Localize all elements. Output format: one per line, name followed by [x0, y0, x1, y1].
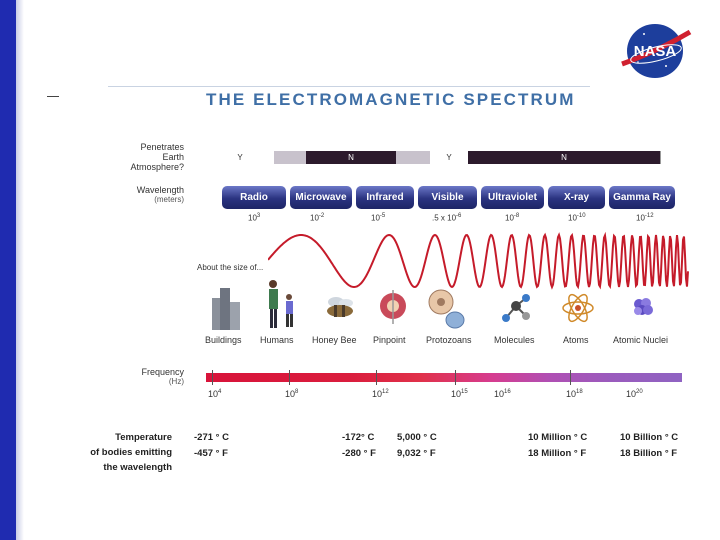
temperature-value: -172° C -280 ° F [342, 430, 376, 462]
frequency-label: Frequency (Hz) [100, 367, 184, 387]
slide-title: THE ELECTROMAGNETIC SPECTRUM [206, 90, 576, 109]
temperature-fahrenheit: 18 Million ° F [528, 448, 587, 459]
frequency-value: 108 [285, 389, 299, 399]
temperature-celsius: 10 Million ° C [528, 432, 588, 443]
wavelength-value: 103 [248, 213, 261, 223]
size-object-label: Humans [260, 335, 294, 345]
temperature-fahrenheit: -280 ° F [342, 448, 376, 459]
atom-icon [562, 293, 594, 323]
frequency-value: 1016 [494, 389, 511, 399]
temperature-value: -271 ° C -457 ° F [194, 430, 229, 462]
wavelength-band: Infrared [356, 186, 414, 209]
wavelength-value: 10-8 [505, 213, 520, 223]
atmosphere-segment: Y [206, 151, 275, 164]
size-object-label: Atomic Nuclei [613, 335, 669, 345]
wavelength-band: Microwave [290, 186, 352, 209]
wavelength-band: Radio [222, 186, 286, 209]
temperature-value: 10 Million ° C 18 Million ° F [528, 430, 587, 462]
temperature-fahrenheit: 9,032 ° F [397, 448, 436, 459]
frequency-value: 1012 [372, 389, 389, 399]
temperature-fahrenheit: -457 ° F [194, 448, 228, 459]
frequency-value: 104 [208, 389, 222, 399]
wavelength-value: 10-5 [371, 213, 386, 223]
wavelength-band: Visible [418, 186, 477, 209]
size-object-label: Honey Bee [312, 335, 357, 345]
atmosphere-label-line: Penetrates [140, 142, 184, 152]
frequency-tick [570, 370, 571, 385]
temperature-value: 5,000 ° C 9,032 ° F [397, 430, 437, 462]
size-object-label: Protozoans [426, 335, 472, 345]
building-icon [212, 288, 240, 330]
atmosphere-segment: Y [430, 151, 469, 164]
wavelength-label: Wavelength (meters) [100, 185, 184, 205]
wavelength-band: Gamma Ray [609, 186, 675, 209]
size-label: About the size of... [197, 263, 264, 272]
nucleus-icon [634, 298, 653, 315]
frequency-bar [206, 373, 682, 382]
size-object-label: Atoms [563, 335, 589, 345]
atmosphere-segment [396, 151, 431, 164]
atmosphere-segment: N [468, 151, 661, 164]
atmosphere-segment: N [306, 151, 397, 164]
size-object-label: Buildings [205, 335, 242, 345]
frequency-value: 1020 [626, 389, 643, 399]
size-object-label: Molecules [494, 335, 535, 345]
slide-dash [47, 96, 59, 97]
wavelength-value: .5 x 10-6 [432, 213, 462, 223]
temperature-label: Temperature of bodies emitting the wavel… [60, 430, 172, 475]
size-object-label: Pinpoint [373, 335, 406, 345]
atmosphere-label: Penetrates Earth Atmosphere? [100, 142, 184, 172]
atmosphere-label-line: Earth [162, 152, 184, 162]
temperature-label-line: the wavelength [103, 462, 172, 473]
wavelength-value: 10-2 [310, 213, 325, 223]
sidebar-edge [16, 0, 24, 540]
wave-line [268, 231, 689, 290]
temperature-label-line: of bodies emitting [90, 447, 172, 458]
wavelength-value: 10-10 [568, 213, 586, 223]
temperature-label-line: Temperature [115, 432, 172, 443]
frequency-label-text: Frequency [141, 367, 184, 377]
frequency-tick [289, 370, 290, 385]
wavelength-label-text: Wavelength [136, 185, 184, 195]
wavelength-value: 10-12 [636, 213, 654, 223]
frequency-value: 1018 [566, 389, 583, 399]
pinpoint-icon [380, 290, 406, 324]
temperature-fahrenheit: 18 Billion ° F [620, 448, 678, 459]
protozoan-icon [428, 289, 465, 329]
nasa-logo-text: NASA [634, 43, 677, 60]
wavelength-band: X-ray [548, 186, 605, 209]
frequency-tick [455, 370, 456, 385]
temperature-celsius: 10 Billion ° C [620, 432, 679, 443]
wavelength-unit: (meters) [154, 195, 184, 204]
bee-icon [327, 297, 353, 317]
temperature-celsius: -172° C [342, 432, 375, 443]
frequency-tick [212, 370, 213, 385]
frequency-value: 1015 [451, 389, 468, 399]
frequency-tick [376, 370, 377, 385]
atmosphere-label-line: Atmosphere? [130, 162, 184, 172]
molecule-icon [502, 294, 530, 322]
title-divider [108, 86, 590, 87]
humans-icon [269, 280, 293, 328]
slide-sidebar [0, 0, 16, 540]
wavelength-wave [268, 231, 689, 290]
temperature-celsius: 5,000 ° C [397, 432, 437, 443]
wavelength-band: Ultraviolet [481, 186, 544, 209]
nasa-logo: NASA [621, 24, 692, 78]
temperature-value: 10 Billion ° C 18 Billion ° F [620, 430, 678, 462]
frequency-unit: (Hz) [168, 377, 184, 386]
atmosphere-segment [274, 151, 307, 164]
temperature-celsius: -271 ° C [194, 432, 229, 443]
